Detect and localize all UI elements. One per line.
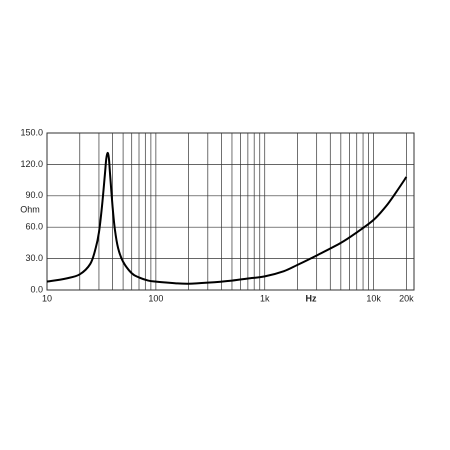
y-tick-label: 60.0 bbox=[25, 222, 43, 232]
y-tick-label: 0.0 bbox=[30, 284, 43, 294]
x-tick-label: 10 bbox=[42, 293, 52, 303]
x-tick-label: 10k bbox=[366, 293, 381, 303]
y-tick-label: 30.0 bbox=[25, 253, 43, 263]
y-tick-label: 150.0 bbox=[20, 127, 43, 137]
y-tick-label: 90.0 bbox=[25, 190, 43, 200]
x-axis-label: Hz bbox=[306, 293, 317, 303]
y-axis-label: Ohm bbox=[20, 204, 40, 214]
x-tick-label: 1k bbox=[260, 293, 270, 303]
x-tick-label: 20k bbox=[399, 293, 414, 303]
y-tick-label: 120.0 bbox=[20, 159, 43, 169]
impedance-curve bbox=[46, 151, 408, 285]
x-tick-label: 100 bbox=[148, 293, 163, 303]
